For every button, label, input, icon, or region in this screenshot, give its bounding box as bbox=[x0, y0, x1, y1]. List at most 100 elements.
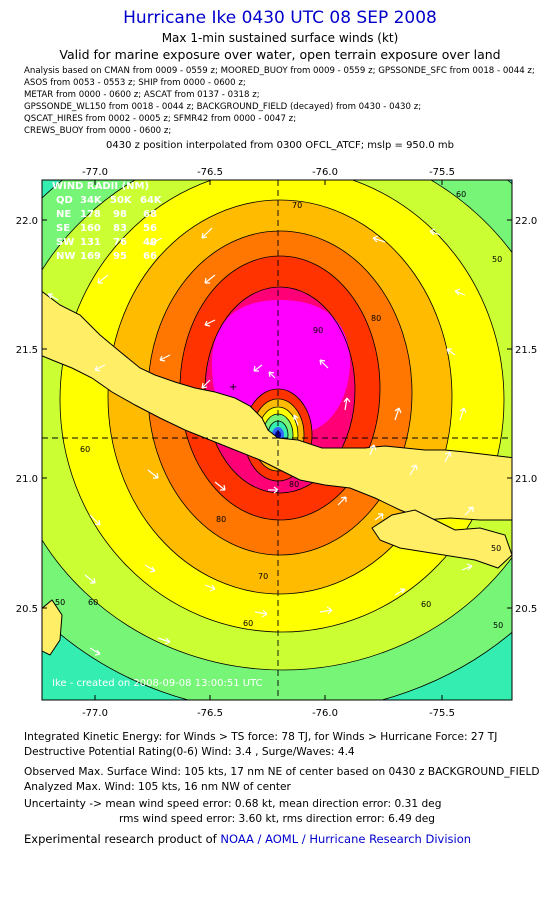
wind-arrow bbox=[97, 274, 109, 284]
lat-tick-label: 20.5 bbox=[515, 604, 537, 615]
contour-label: 60 bbox=[421, 600, 431, 609]
lon-tick-label: -76.5 bbox=[197, 167, 223, 178]
max-wind-marker: + bbox=[229, 382, 237, 393]
lon-tick-label: -76.0 bbox=[312, 167, 338, 178]
latitude-axis-right: 22.0 21.5 21.0 20.5 bbox=[515, 216, 537, 615]
map-title: Hurricane Ike 0430 UTC 08 SEP 2008 bbox=[123, 8, 437, 28]
radii-cell: 40 bbox=[143, 237, 157, 248]
wind-arrow bbox=[94, 364, 106, 372]
credit-line: Experimental research product of NOAA / … bbox=[24, 832, 471, 846]
creation-watermark: Ike - created on 2008-09-08 13:00:51 UTC bbox=[52, 678, 263, 689]
radii-header-cell: 64K bbox=[140, 195, 163, 206]
lat-tick-label: 21.0 bbox=[515, 474, 537, 485]
contour-label: 60 bbox=[80, 445, 90, 454]
wind-arrow bbox=[444, 451, 452, 463]
wind-arrow bbox=[89, 647, 101, 656]
wind-arrow bbox=[369, 444, 377, 456]
latitude-axis-left: 22.0 21.5 21.0 20.5 bbox=[16, 216, 38, 615]
source-line: CREWS_BUOY from 0000 - 0600 z; bbox=[24, 126, 172, 136]
wind-arrow bbox=[144, 564, 156, 573]
contour-label: 60 bbox=[243, 619, 253, 628]
wind-arrow bbox=[268, 486, 279, 494]
lat-tick-label: 22.0 bbox=[515, 216, 537, 227]
ike-energy-line: Integrated Kinetic Energy: for Winds > T… bbox=[24, 731, 498, 743]
radii-header-cell: QD bbox=[56, 195, 73, 206]
radii-cell: NW bbox=[56, 251, 75, 262]
exposure-note: Valid for marine exposure over water, op… bbox=[59, 47, 501, 62]
center-crosshair bbox=[42, 180, 512, 700]
longitude-axis-top: -77.0 -76.5 -76.0 -75.5 bbox=[82, 167, 455, 178]
wind-arrow bbox=[394, 588, 406, 596]
wind-arrow bbox=[446, 348, 456, 356]
position-note: 0430 z position interpolated from 0300 O… bbox=[106, 140, 454, 151]
axis-ticks bbox=[42, 180, 512, 700]
longitude-axis-bottom: -77.0 -76.5 -76.0 -75.5 bbox=[82, 708, 455, 719]
wind-arrow bbox=[372, 235, 386, 243]
source-line: Analysis based on CMAN from 0009 - 0559 … bbox=[24, 66, 535, 76]
radii-header-cell: 34K bbox=[80, 195, 103, 206]
wind-arrow bbox=[204, 319, 216, 327]
wind-arrow bbox=[319, 359, 329, 369]
source-line: ASOS from 0053 - 0553 z; SHIP from 0000 … bbox=[24, 78, 246, 88]
contour-label: 50 bbox=[491, 544, 501, 553]
wind-radii-title: WIND RADII (NM) bbox=[52, 181, 149, 192]
contour-label: 80 bbox=[289, 480, 299, 489]
wind-arrow bbox=[319, 606, 333, 615]
wind-arrow bbox=[464, 506, 474, 516]
credit-prefix: Experimental research product of bbox=[24, 832, 221, 846]
wind-arrow bbox=[201, 379, 211, 389]
map-subtitle: Max 1-min sustained surface winds (kt) bbox=[161, 31, 399, 45]
wind-arrow bbox=[47, 293, 59, 301]
radii-cell: 131 bbox=[80, 237, 101, 248]
lat-tick-label: 21.5 bbox=[515, 345, 537, 356]
wind-arrow bbox=[204, 584, 216, 592]
radii-cell: SW bbox=[56, 237, 74, 248]
wind-vectors bbox=[47, 227, 474, 656]
radii-cell: SE bbox=[56, 223, 70, 234]
contour-label: 70 bbox=[292, 201, 302, 210]
wind-arrow bbox=[429, 228, 441, 236]
radii-cell: 66 bbox=[143, 251, 157, 262]
wind-arrow bbox=[374, 513, 384, 521]
wind-arrow bbox=[149, 237, 163, 246]
wind-arrow bbox=[293, 414, 299, 426]
contour-label: 50 bbox=[492, 255, 502, 264]
lon-tick-label: -77.0 bbox=[82, 708, 108, 719]
wind-arrow bbox=[254, 609, 268, 618]
observed-max-wind-line: Observed Max. Surface Wind: 105 kts, 17 … bbox=[24, 766, 540, 778]
lon-tick-label: -75.5 bbox=[429, 708, 455, 719]
contour-label: 60 bbox=[88, 598, 98, 607]
radii-cell: NE bbox=[56, 209, 71, 220]
contour-label: 80 bbox=[216, 515, 226, 524]
wind-arrow bbox=[159, 354, 171, 362]
source-line: METAR from 0000 - 0600 z; ASCAT from 013… bbox=[24, 90, 260, 100]
contour-value-labels: 70 60 50 90 80 60 80 80 70 60 50 50 60 6… bbox=[55, 190, 503, 630]
wind-arrow bbox=[204, 274, 216, 284]
wind-contours: 70 60 50 90 80 60 80 80 70 60 50 50 60 6… bbox=[42, 180, 512, 700]
contour-band bbox=[212, 300, 350, 432]
contour-label: 50 bbox=[493, 621, 503, 630]
hrd-link[interactable]: NOAA / AOML / Hurricane Research Divisio… bbox=[220, 832, 472, 846]
radii-cell: 98 bbox=[113, 209, 127, 220]
wind-arrow bbox=[337, 496, 347, 506]
wind-radii-table: WIND RADII (NM) QD 34K 50K 64K NE 178 98… bbox=[52, 181, 163, 262]
radii-header-cell: 50K bbox=[110, 195, 133, 206]
contour-label: 50 bbox=[55, 598, 65, 607]
contour-label: 90 bbox=[313, 326, 323, 335]
lon-tick-label: -76.5 bbox=[197, 708, 223, 719]
wind-arrow bbox=[201, 227, 213, 239]
lat-tick-label: 21.5 bbox=[16, 345, 38, 356]
lat-tick-label: 20.5 bbox=[16, 604, 38, 615]
wind-arrow bbox=[253, 364, 263, 372]
radii-cell: 95 bbox=[113, 251, 127, 262]
radii-cell: 68 bbox=[143, 209, 157, 220]
wind-arrow bbox=[394, 407, 402, 421]
wind-arrow bbox=[89, 514, 101, 526]
wind-field-map: 70 60 50 90 80 60 80 80 70 60 50 50 60 6… bbox=[16, 167, 538, 719]
radii-cell: 178 bbox=[80, 209, 101, 220]
contour-label: 60 bbox=[456, 190, 466, 199]
uncertainty-line: Uncertainty -> mean wind speed error: 0.… bbox=[24, 798, 442, 810]
wind-arrow bbox=[454, 288, 466, 296]
analyzed-max-wind-line: Analyzed Max. Wind: 105 kts, 16 nm NW of… bbox=[24, 781, 291, 793]
radii-cell: 76 bbox=[113, 237, 127, 248]
